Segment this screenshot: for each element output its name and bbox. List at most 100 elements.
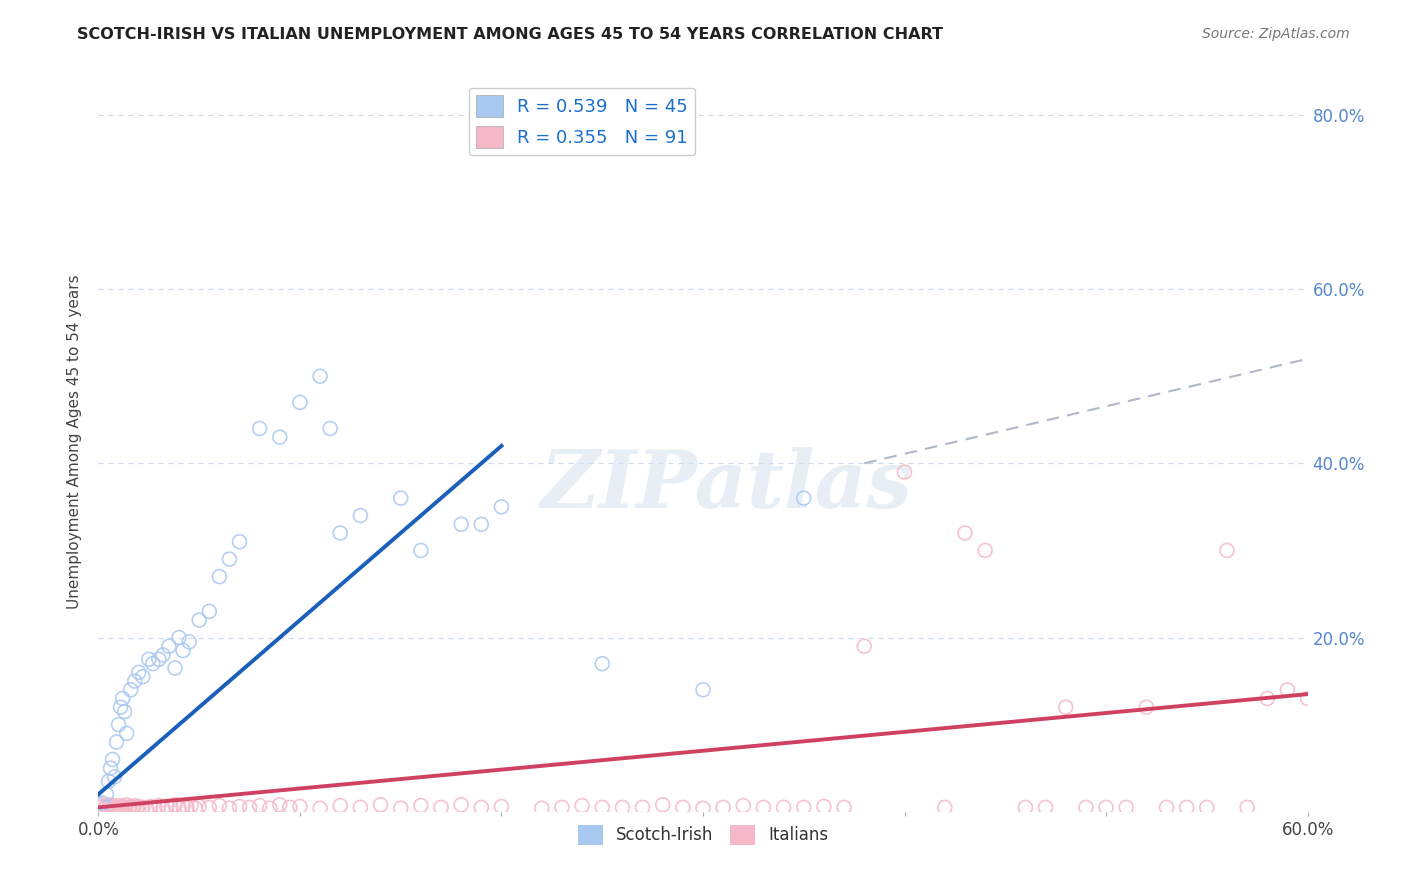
Point bbox=[591, 657, 613, 671]
Point bbox=[179, 635, 201, 649]
Point bbox=[148, 798, 170, 813]
Point bbox=[1054, 700, 1077, 714]
Point bbox=[198, 604, 221, 618]
Point bbox=[142, 657, 165, 671]
Point bbox=[1216, 543, 1239, 558]
Point bbox=[1195, 800, 1218, 814]
Point bbox=[114, 800, 136, 814]
Point bbox=[319, 421, 342, 435]
Point bbox=[103, 799, 125, 814]
Point bbox=[160, 800, 183, 814]
Point bbox=[138, 652, 160, 666]
Point bbox=[329, 798, 352, 813]
Point bbox=[631, 800, 654, 814]
Point bbox=[103, 770, 125, 784]
Point bbox=[389, 491, 412, 505]
Point bbox=[269, 430, 291, 444]
Point bbox=[132, 670, 155, 684]
Point bbox=[651, 797, 673, 812]
Point bbox=[430, 800, 453, 814]
Point bbox=[120, 682, 142, 697]
Point bbox=[167, 631, 190, 645]
Point bbox=[1256, 691, 1278, 706]
Point bbox=[157, 639, 180, 653]
Point bbox=[370, 797, 392, 812]
Point bbox=[813, 799, 835, 814]
Point bbox=[772, 800, 794, 814]
Point bbox=[152, 648, 174, 662]
Point bbox=[711, 800, 734, 814]
Point bbox=[349, 800, 371, 814]
Point bbox=[259, 801, 281, 815]
Point bbox=[692, 801, 714, 815]
Point bbox=[329, 526, 352, 541]
Point bbox=[288, 395, 311, 409]
Point bbox=[470, 517, 492, 532]
Point bbox=[228, 799, 250, 814]
Point bbox=[953, 526, 976, 541]
Point bbox=[1014, 800, 1036, 814]
Point bbox=[96, 798, 118, 813]
Point bbox=[349, 508, 371, 523]
Point bbox=[1156, 800, 1178, 814]
Point bbox=[111, 691, 134, 706]
Point bbox=[530, 801, 553, 815]
Point bbox=[176, 800, 198, 814]
Point bbox=[152, 801, 174, 815]
Point bbox=[752, 800, 775, 814]
Point bbox=[853, 639, 876, 653]
Point bbox=[156, 799, 179, 814]
Point bbox=[97, 800, 120, 814]
Point bbox=[893, 465, 915, 479]
Point bbox=[115, 726, 138, 740]
Point bbox=[114, 705, 136, 719]
Point bbox=[409, 798, 432, 813]
Point bbox=[249, 421, 271, 435]
Point bbox=[167, 801, 190, 815]
Point bbox=[612, 800, 634, 814]
Point bbox=[793, 491, 815, 505]
Point bbox=[278, 800, 301, 814]
Point bbox=[105, 800, 128, 814]
Point bbox=[198, 800, 221, 814]
Point bbox=[591, 800, 613, 814]
Text: Source: ZipAtlas.com: Source: ZipAtlas.com bbox=[1202, 27, 1350, 41]
Point bbox=[128, 665, 150, 680]
Point bbox=[96, 787, 118, 801]
Point bbox=[120, 799, 142, 814]
Point bbox=[409, 543, 432, 558]
Point bbox=[208, 798, 231, 813]
Point bbox=[218, 801, 240, 815]
Point bbox=[163, 661, 186, 675]
Point bbox=[208, 569, 231, 583]
Point bbox=[269, 797, 291, 812]
Point bbox=[124, 798, 146, 813]
Point bbox=[91, 796, 114, 810]
Point bbox=[934, 800, 956, 814]
Point bbox=[132, 800, 155, 814]
Point bbox=[1175, 800, 1198, 814]
Point bbox=[143, 800, 166, 814]
Point bbox=[249, 798, 271, 813]
Text: SCOTCH-IRISH VS ITALIAN UNEMPLOYMENT AMONG AGES 45 TO 54 YEARS CORRELATION CHART: SCOTCH-IRISH VS ITALIAN UNEMPLOYMENT AMO… bbox=[77, 27, 943, 42]
Point bbox=[309, 369, 332, 384]
Point bbox=[101, 801, 124, 815]
Point bbox=[389, 801, 412, 815]
Point bbox=[124, 674, 146, 689]
Point bbox=[105, 735, 128, 749]
Point bbox=[172, 643, 194, 657]
Point bbox=[239, 800, 262, 814]
Point bbox=[115, 797, 138, 812]
Point bbox=[1277, 682, 1299, 697]
Point bbox=[218, 552, 240, 566]
Point bbox=[97, 774, 120, 789]
Point bbox=[100, 761, 122, 775]
Point bbox=[470, 800, 492, 814]
Point bbox=[692, 682, 714, 697]
Point bbox=[125, 801, 148, 815]
Point bbox=[1095, 800, 1118, 814]
Point bbox=[571, 798, 593, 813]
Point bbox=[163, 797, 186, 812]
Point bbox=[1296, 691, 1319, 706]
Point bbox=[1236, 800, 1258, 814]
